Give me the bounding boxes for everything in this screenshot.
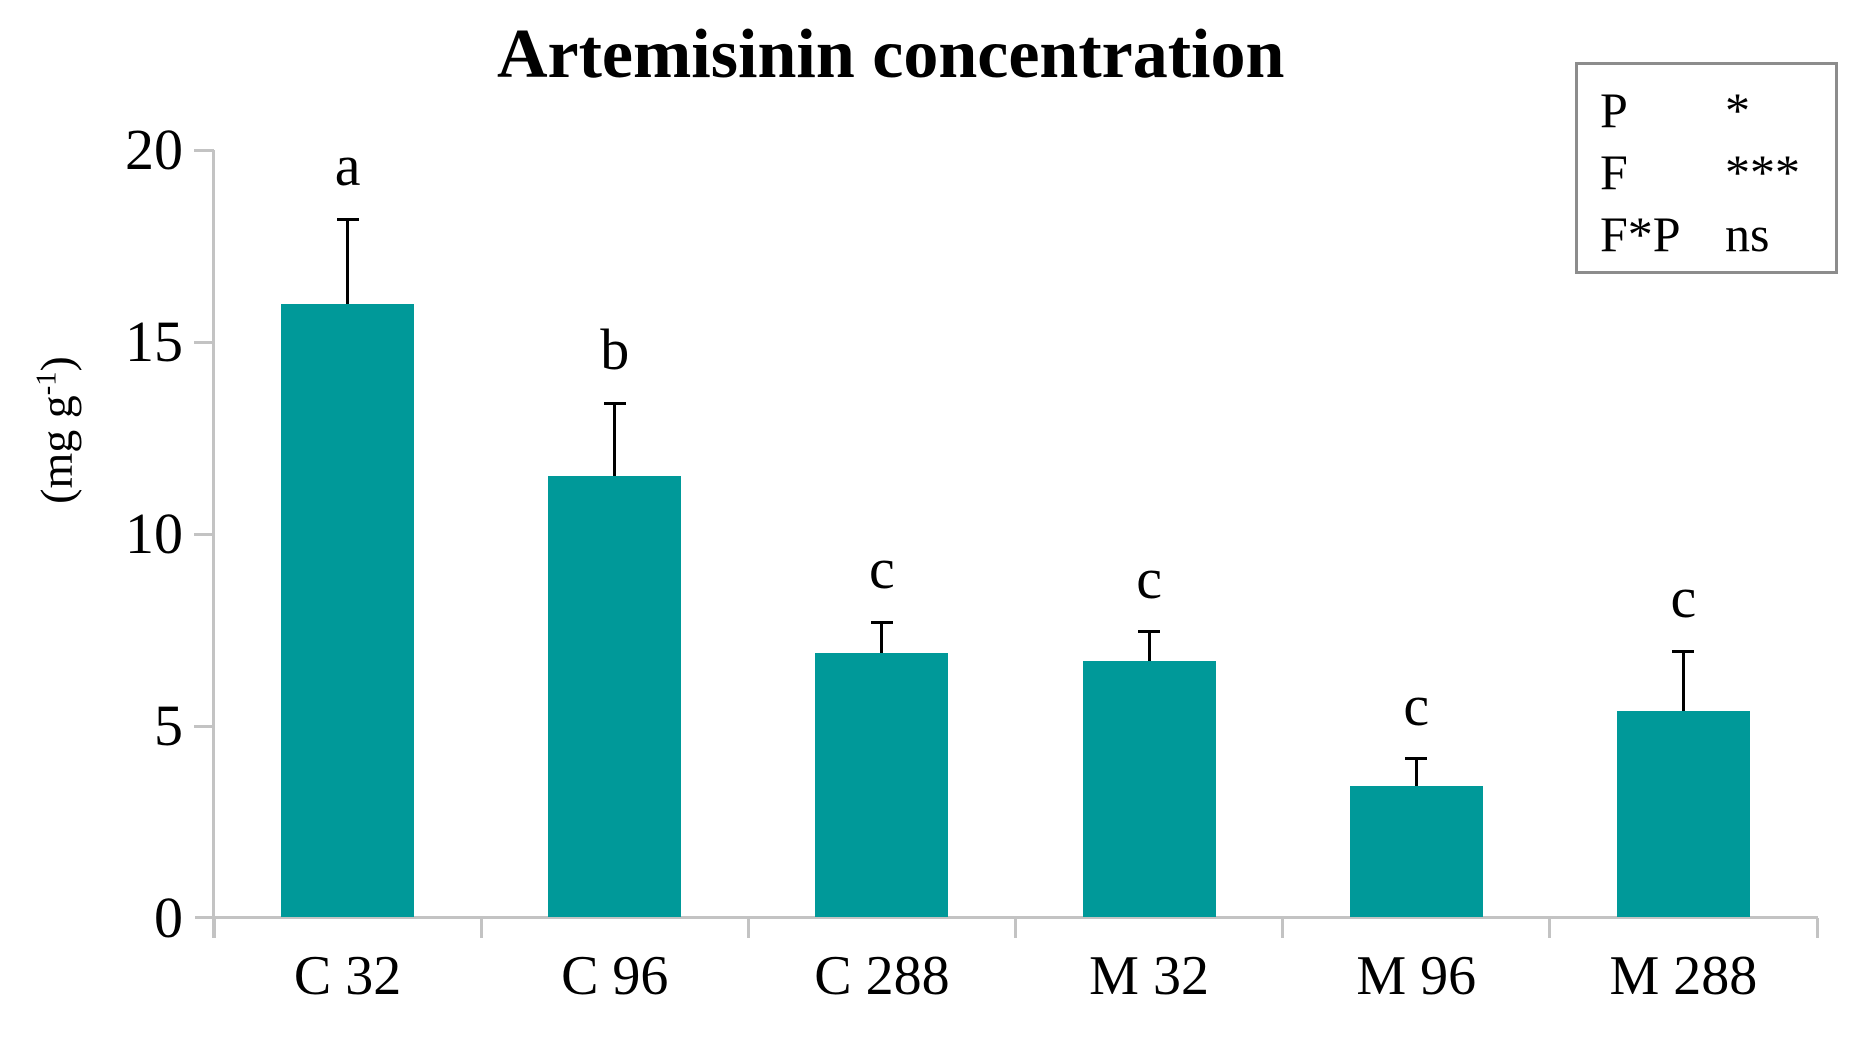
bar-m-32 [1082, 660, 1216, 917]
error-bar-cap-c-32 [336, 217, 359, 221]
sig-letter-m-96: c [1403, 672, 1430, 738]
bar-m-96 [1349, 785, 1483, 917]
stats-label-f: F [1600, 144, 1628, 200]
y-tick [194, 532, 214, 536]
x-tick [1815, 918, 1819, 938]
x-category-label-c-288: C 288 [814, 945, 950, 1007]
error-bar-m-288 [1681, 651, 1685, 711]
x-category-label-c-96: C 96 [561, 945, 669, 1007]
y-tick-label: 0 [154, 885, 183, 950]
x-tick [212, 918, 216, 938]
x-axis-line [195, 916, 1818, 919]
y-tick [194, 724, 214, 728]
x-tick [1281, 918, 1285, 938]
error-bar-cap-m-96 [1405, 757, 1428, 761]
y-tick-label: 10 [125, 501, 183, 566]
bar-m-288 [1616, 710, 1750, 917]
error-bar-cap-m-32 [1138, 630, 1161, 634]
error-bar-c-288 [880, 622, 884, 654]
sig-letter-m-32: c [1136, 545, 1162, 611]
x-tick [746, 918, 750, 938]
sig-letter-c-288: c [869, 536, 895, 602]
x-tick [1548, 918, 1552, 938]
sig-letter-m-288: c [1670, 565, 1697, 631]
y-tick-label: 5 [154, 693, 183, 758]
sig-letter-c-96: b [600, 317, 630, 383]
x-category-label-c-32: C 32 [293, 945, 402, 1007]
y-axis-line [212, 150, 215, 938]
error-bar-cap-c-96 [603, 401, 626, 405]
error-bar-m-32 [1147, 631, 1151, 661]
bar-c-288 [815, 653, 949, 917]
y-tick-label: 15 [125, 309, 183, 374]
y-tick [194, 148, 214, 152]
x-tick [1014, 918, 1017, 938]
error-bar-c-32 [346, 219, 350, 304]
stats-label-p: P [1600, 82, 1628, 138]
error-bar-c-96 [613, 403, 617, 477]
stats-row: F*P ns [1600, 203, 1835, 265]
y-tick-label: 20 [125, 117, 183, 182]
y-axis-label-superscript: -1 [31, 371, 63, 396]
stats-row: F *** [1600, 141, 1835, 203]
stats-label-fxp: F*P [1600, 206, 1681, 262]
sig-letter-c-32: a [334, 133, 361, 199]
stats-box: P * F *** F*P ns [1575, 62, 1838, 274]
x-category-label-m-32: M 32 [1089, 945, 1209, 1007]
x-tick [479, 918, 483, 938]
stats-value-f: *** [1725, 144, 1800, 200]
y-axis-label: (mg g-1) [31, 356, 82, 504]
error-bar-cap-m-288 [1672, 649, 1695, 653]
y-axis-label-text: (mg g [31, 395, 82, 504]
stats-value-p: * [1725, 82, 1750, 138]
x-category-label-m-96: M 96 [1356, 945, 1477, 1007]
bar-c-96 [548, 476, 682, 917]
error-bar-m-96 [1414, 758, 1418, 786]
chart-title: Artemisinin concentration [497, 16, 1285, 93]
stats-row: P * [1600, 79, 1835, 141]
y-tick [194, 340, 214, 344]
error-bar-cap-c-288 [870, 620, 893, 624]
bar-c-32 [281, 303, 415, 917]
x-category-label-m-288: M 288 [1609, 945, 1758, 1007]
stats-value-fxp: ns [1725, 206, 1770, 262]
